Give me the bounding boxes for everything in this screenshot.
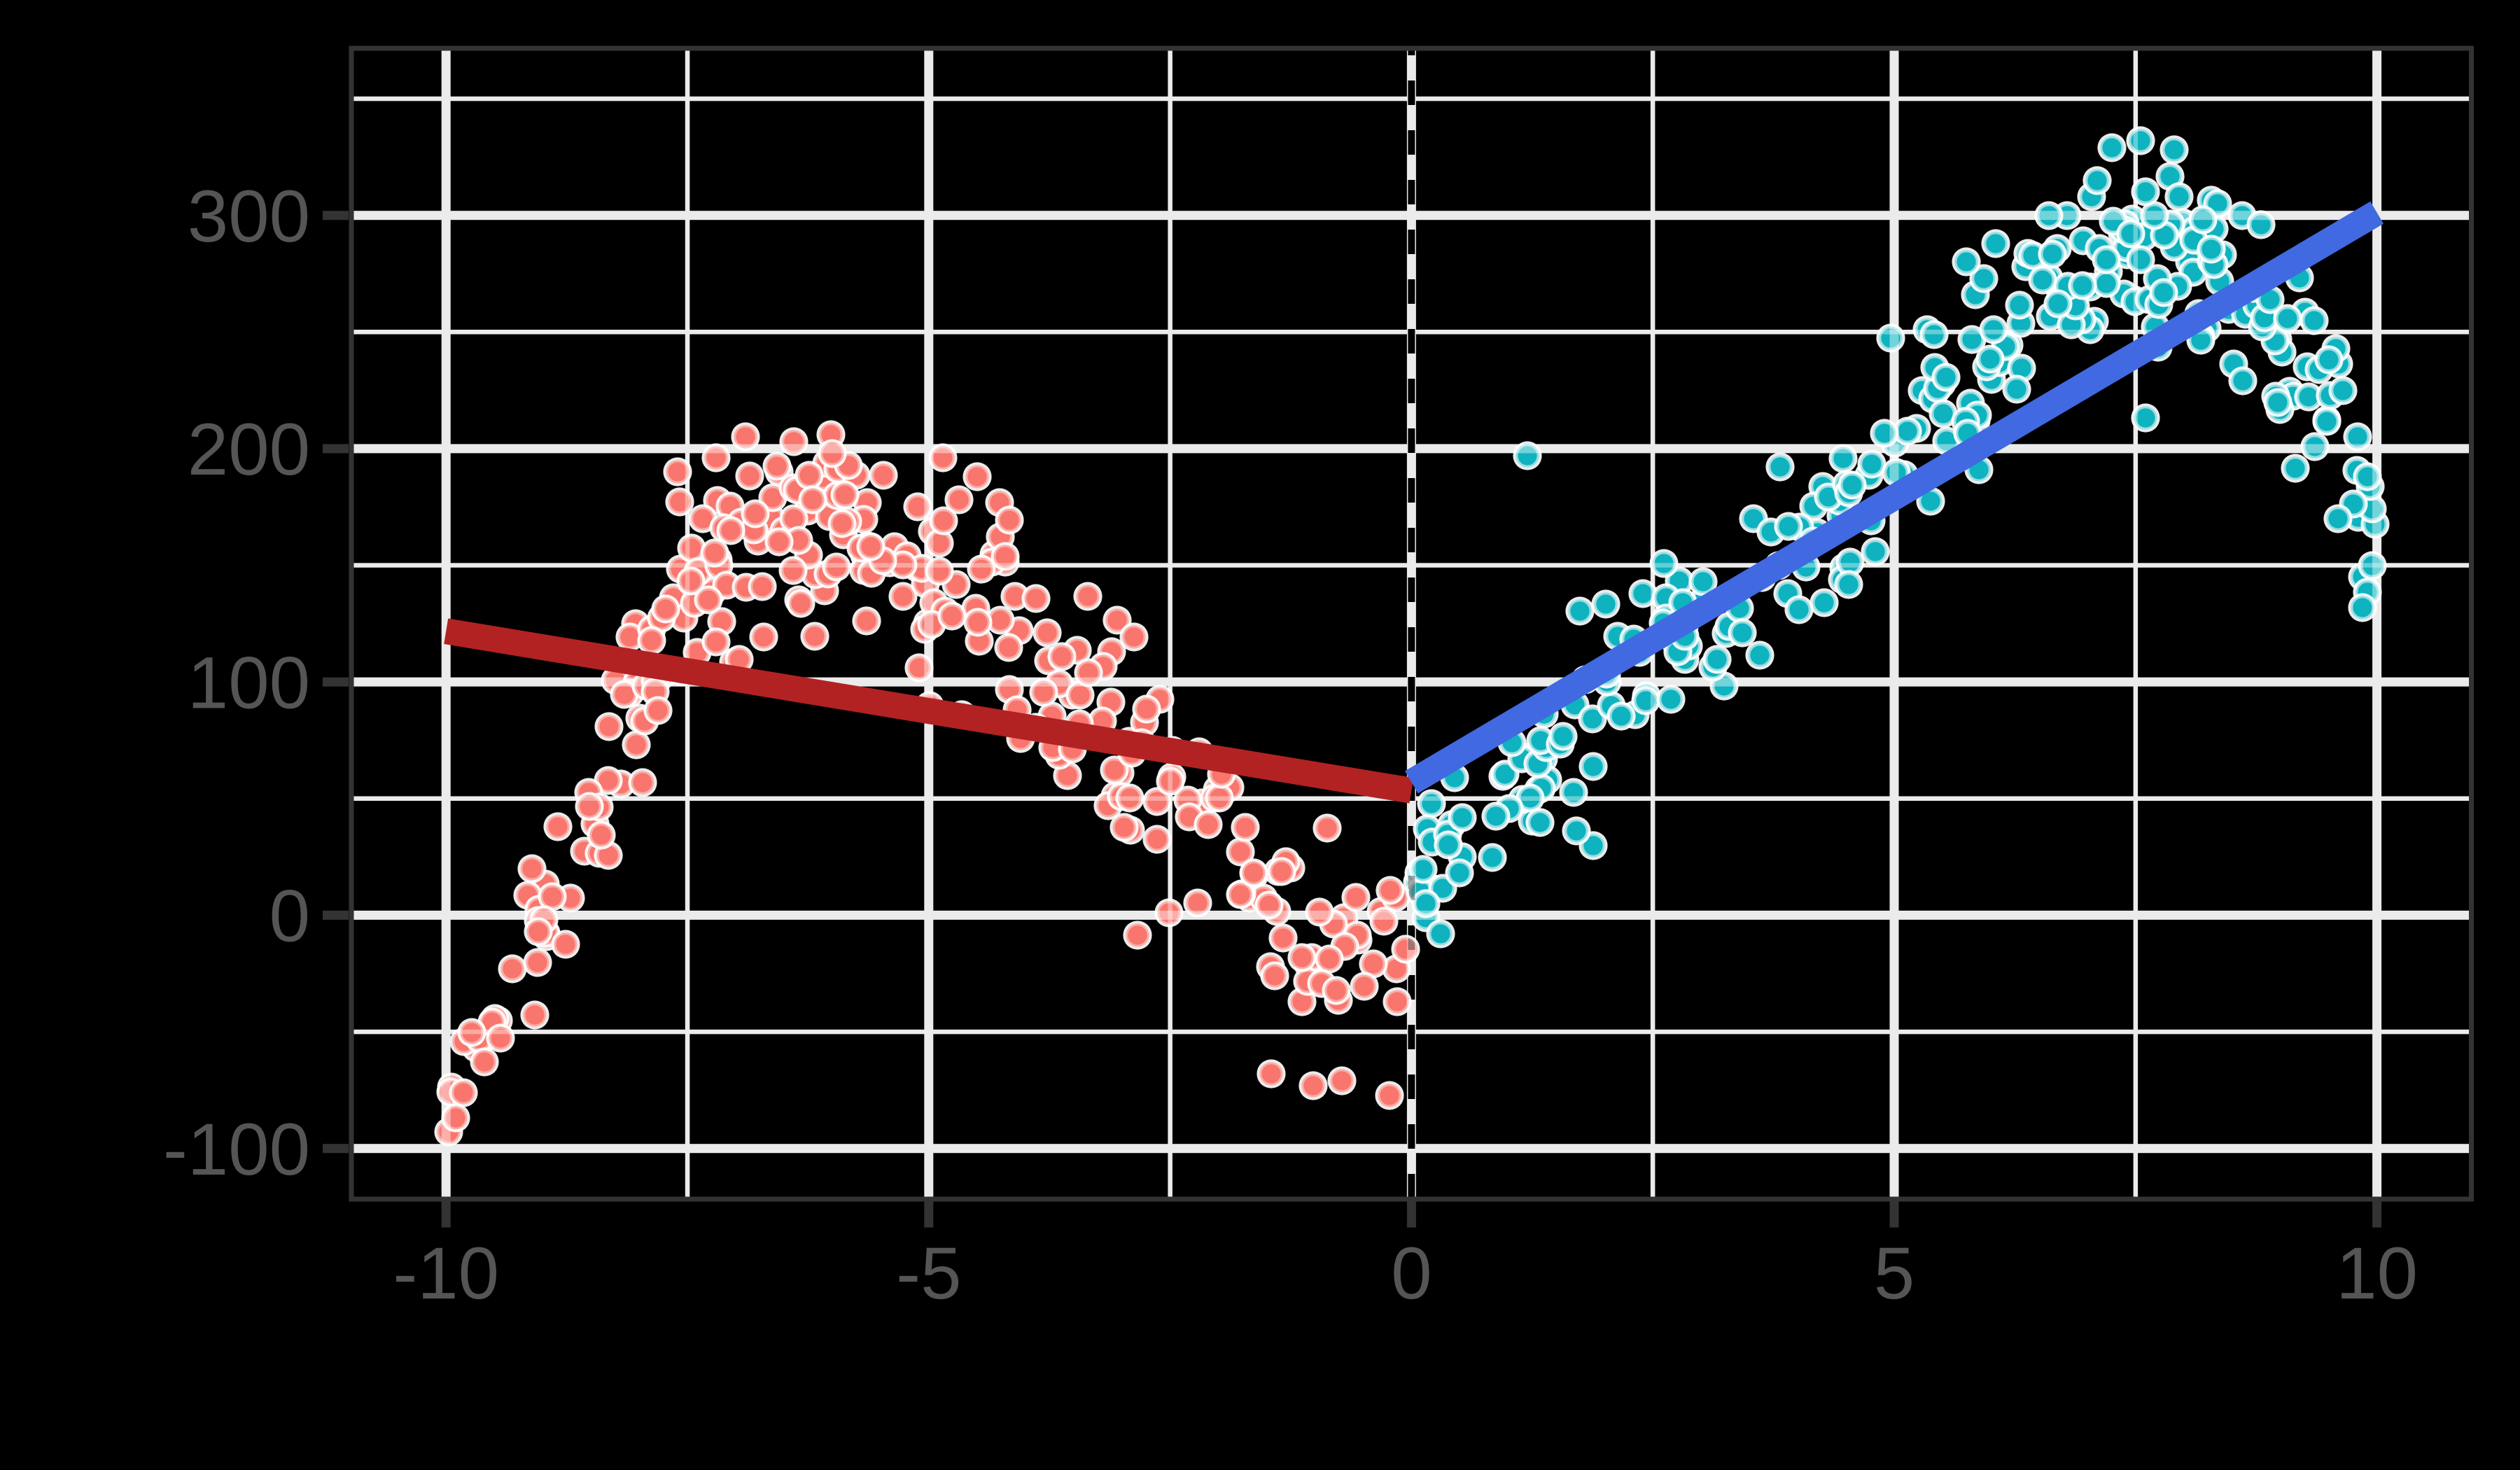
svg-text:5: 5 — [1874, 1233, 1914, 1315]
svg-text:-10: -10 — [393, 1233, 499, 1315]
svg-text:100: 100 — [188, 642, 310, 724]
svg-text:300: 300 — [188, 176, 310, 258]
svg-text:0: 0 — [270, 876, 310, 958]
svg-text:-5: -5 — [896, 1233, 961, 1315]
svg-text:0: 0 — [1391, 1233, 1432, 1315]
svg-text:10: 10 — [2336, 1233, 2418, 1315]
svg-text:-100: -100 — [163, 1109, 310, 1191]
svg-text:200: 200 — [188, 409, 310, 491]
